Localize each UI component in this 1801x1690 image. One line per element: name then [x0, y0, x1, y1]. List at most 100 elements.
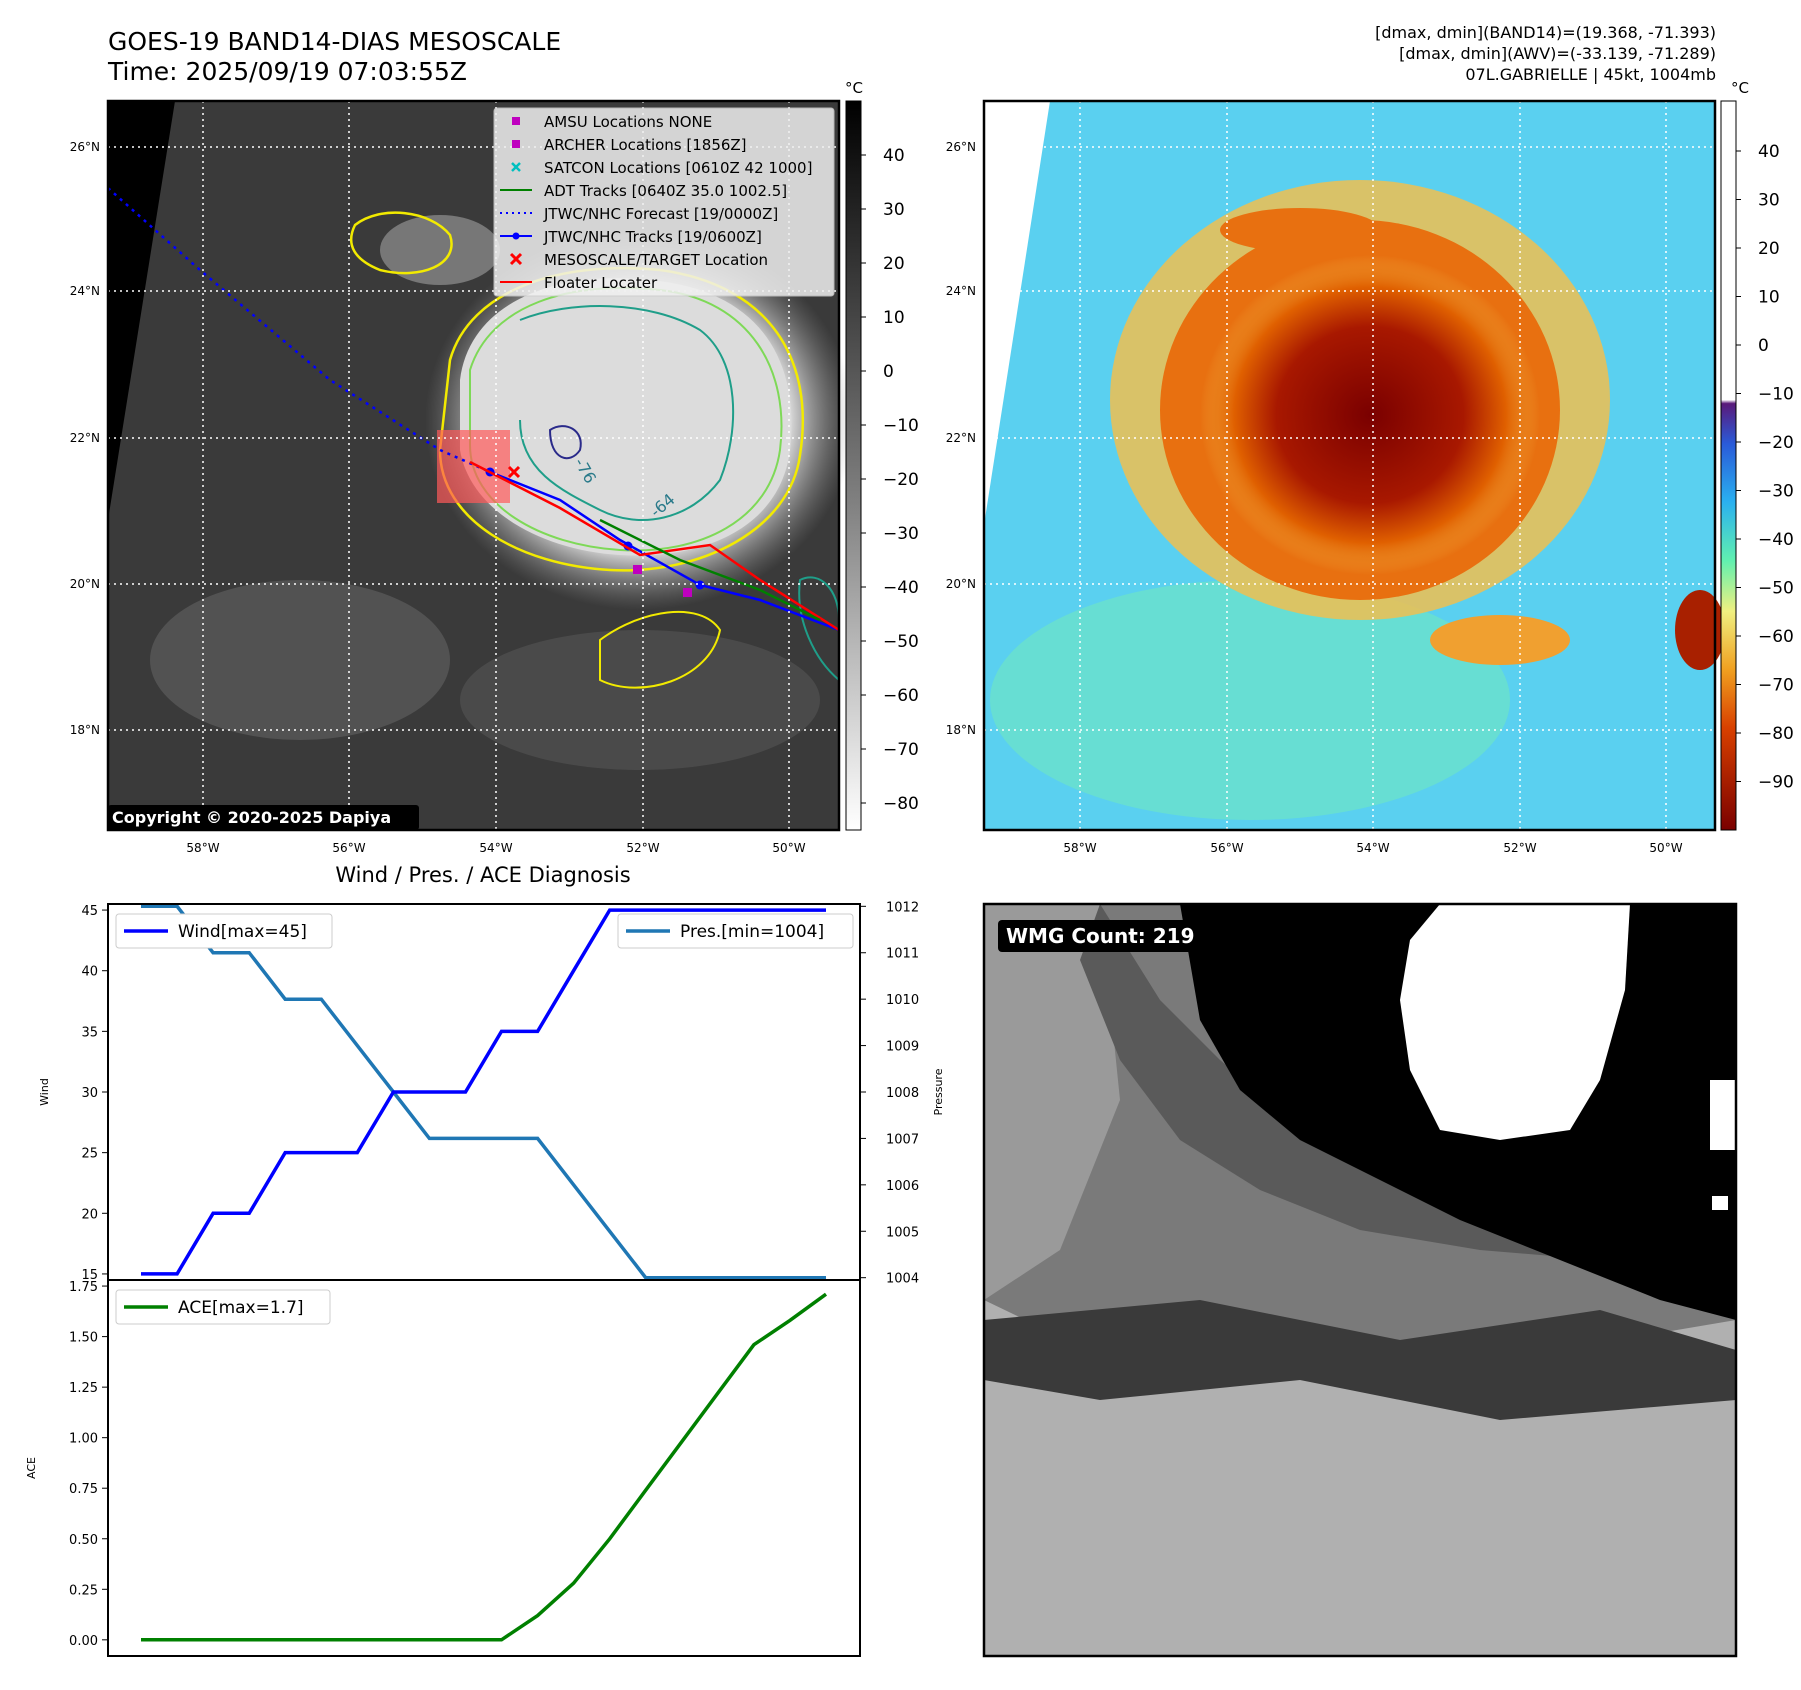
wind-pressure-frame: [107, 903, 861, 1281]
legend-archer-icon: [512, 140, 520, 148]
ace-series-line: [141, 1292, 828, 1642]
colorbar-tick-label: −90: [1758, 773, 1794, 793]
pressure-tick-label: 1004: [886, 1272, 919, 1287]
wind-tick-label: 45: [81, 904, 98, 919]
colorbar-tick-label: −80: [883, 794, 919, 814]
legend-amsu: AMSU Locations NONE: [544, 113, 712, 131]
colorbar-tick-label: 20: [1758, 239, 1780, 259]
archer-location-marker: [683, 588, 692, 597]
wind-legend-label: Wind[max=45]: [178, 922, 307, 942]
awv-feature: [1430, 615, 1570, 665]
wmg-warm-spot: [1712, 1196, 1728, 1210]
awv-gridlines: [984, 101, 1715, 830]
wind-pressure-plot: 15 20 25 30 35 40 45 1004 1005 1006 1007 1008 1009 10…: [81, 900, 919, 1286]
floater-track: [469, 460, 840, 632]
awv-core: [1200, 255, 1540, 575]
colorbar-tick-label: 30: [1758, 191, 1780, 211]
colorbar-tick-label: 40: [883, 146, 905, 166]
pressure-legend: Pres.[min=1004]: [617, 913, 854, 949]
ace-tick-label: 1.75: [69, 1280, 98, 1295]
colorbar-tick-label: −50: [883, 632, 919, 652]
awv-feature: [1675, 590, 1725, 670]
lon-label: 50°W: [772, 841, 805, 855]
colorbar-tick-label: −10: [883, 416, 919, 436]
jtwc-forecast-track: [107, 187, 491, 474]
ir-colorbar-unit: °C: [845, 79, 863, 97]
pressure-legend-box: [617, 913, 854, 949]
awv-lon-labels: 58°W 56°W 54°W 52°W 50°W: [1063, 841, 1682, 855]
ir-lon-labels: 58°W 56°W 54°W 52°W 50°W: [186, 841, 805, 855]
awv-feature: [1220, 208, 1380, 252]
map-legend: [493, 107, 835, 297]
awv-colorbar: [1720, 100, 1737, 831]
colorbar-tick-label: −70: [1758, 676, 1794, 696]
lat-label: 18°N: [70, 723, 100, 737]
wind-tick-label: 30: [81, 1086, 98, 1101]
wmg-panel: WMG Count: 219: [982, 902, 1738, 1658]
wind-legend-box: [115, 913, 333, 949]
lon-label: 54°W: [479, 841, 512, 855]
colorbar-tick-label: −40: [1758, 530, 1794, 550]
legend-jtwc-dot: [512, 232, 520, 240]
awv-colorbar-unit: °C: [1731, 79, 1749, 97]
ace-tick-label: 1.50: [69, 1331, 98, 1346]
colorbar-tick-label: −50: [1758, 579, 1794, 599]
legend-satcon-icon: [511, 162, 521, 172]
mesoscale-target-box: [437, 430, 510, 503]
pressure-axis-label: Pressure: [932, 1068, 945, 1115]
diagnosis-title: Wind / Pres. / ACE Diagnosis: [335, 863, 630, 887]
lat-label: 24°N: [70, 284, 100, 298]
colorbar-tick-label: −70: [883, 740, 919, 760]
colorbar-tick-label: −10: [1758, 385, 1794, 405]
colorbar-tick-label: −20: [883, 470, 919, 490]
legend-forecast: JTWC/NHC Forecast [19/0000Z]: [543, 205, 778, 223]
wmg-count-badge: [998, 920, 1208, 952]
figure-title: GOES-19 BAND14-DIAS MESOSCALE: [108, 27, 561, 56]
legend-archer: ARCHER Locations [1856Z]: [544, 136, 747, 154]
lon-label: 58°W: [1063, 841, 1096, 855]
pressure-tick-label: 1005: [886, 1225, 919, 1240]
ace-tick-label: 1.00: [69, 1432, 98, 1447]
pressure-tick-label: 1008: [886, 1086, 919, 1101]
ir-cloud-cluster: [380, 215, 500, 285]
lat-label: 20°N: [70, 577, 100, 591]
pressure-tick-label: 1009: [886, 1040, 919, 1055]
colorbar-tick-label: −30: [1758, 482, 1794, 502]
ir-map-frame: [106, 99, 841, 832]
colorbar-tick-label: −20: [1758, 433, 1794, 453]
wind-tick-label: 40: [81, 965, 98, 980]
ir-contour-yellow: [349, 211, 453, 275]
pressure-legend-label: Pres.[min=1004]: [680, 922, 824, 942]
lat-label: 26°N: [946, 140, 976, 154]
colorbar-tick-label: −60: [883, 686, 919, 706]
wmg-dark-band: [984, 1300, 1736, 1420]
ace-legend-box: [115, 1289, 331, 1325]
ace-frame: [107, 1279, 861, 1657]
ace-tick-label: 0.00: [69, 1634, 98, 1649]
lat-label: 18°N: [946, 723, 976, 737]
legend-jtwc: JTWC/NHC Tracks [19/0600Z]: [543, 228, 762, 246]
pressure-tick-label: 1006: [886, 1179, 919, 1194]
adt-track: [599, 518, 821, 622]
ir-colorbar-ticks: 40 30 20 10 0 −10 −20 −30 −40 −50 −60 −70 −80: [861, 146, 919, 814]
ace-tick-label: 1.25: [69, 1381, 98, 1396]
wmg-gray-band: [984, 904, 1120, 1300]
ir-low-cloud: [150, 580, 450, 740]
ace-tick-label: 0.75: [69, 1482, 98, 1497]
lon-label: 54°W: [1356, 841, 1389, 855]
legend-satcon: SATCON Locations [0610Z 42 1000]: [544, 159, 812, 177]
ace-tick-label: 0.50: [69, 1533, 98, 1548]
ace-axis-label: ACE: [25, 1457, 38, 1479]
lon-label: 52°W: [626, 841, 659, 855]
ir-scan-edge: [108, 101, 175, 520]
awv-map: [982, 99, 1725, 832]
info-awv: [dmax, dmin](AWV)=(-33.139, -71.289): [1399, 44, 1716, 63]
pressure-tick-label: 1012: [886, 900, 919, 915]
wmg-warm-spot: [1710, 1080, 1736, 1150]
ir-colorbar: [845, 100, 862, 831]
legend-target: MESOSCALE/TARGET Location: [544, 251, 768, 269]
archer-location-marker: [633, 565, 642, 574]
lon-label: 56°W: [1210, 841, 1243, 855]
lon-label: 56°W: [332, 841, 365, 855]
